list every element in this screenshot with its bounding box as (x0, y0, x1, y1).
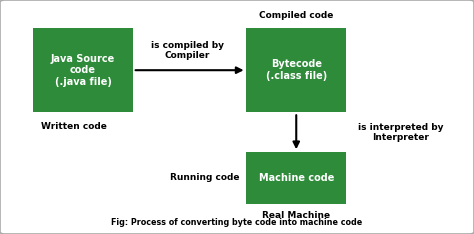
Bar (33, 28, 133, 112)
Bar (246, 152, 346, 204)
Text: Running code: Running code (170, 173, 239, 182)
Text: Java Source
code
(.java file): Java Source code (.java file) (51, 54, 115, 87)
Bar (246, 28, 346, 112)
Text: Real Machine: Real Machine (262, 211, 330, 219)
Text: Bytecode
(.class file): Bytecode (.class file) (265, 59, 327, 81)
Text: is interpreted by
Interpreter: is interpreted by Interpreter (358, 123, 443, 142)
Text: Fig: Process of converting byte code into machine code: Fig: Process of converting byte code int… (111, 218, 363, 227)
Text: Machine code: Machine code (258, 173, 334, 183)
Text: Written code: Written code (41, 122, 106, 131)
Text: is compiled by
Compiler: is compiled by Compiler (151, 41, 224, 60)
Text: Compiled code: Compiled code (259, 11, 333, 20)
